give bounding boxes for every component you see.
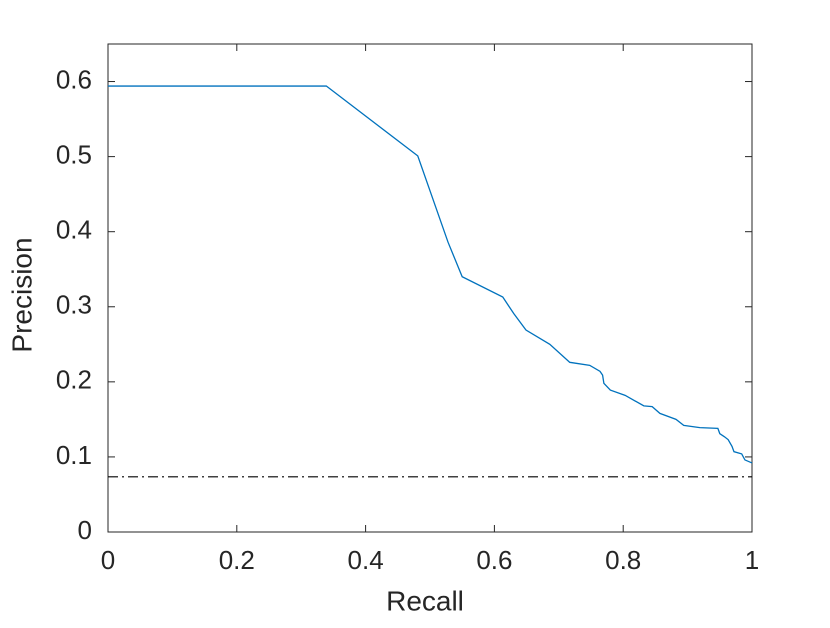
y-tick-label: 0.3 [56,290,92,320]
plot-frame [107,43,753,533]
x-axis-label: Recall [386,585,464,616]
y-tick-label: 0 [78,515,92,545]
x-tick-label: 0.8 [605,545,641,575]
y-tick-label: 0.1 [56,440,92,470]
x-tick-label: 0 [101,545,115,575]
x-tick-label: 0.6 [476,545,512,575]
y-tick-label: 0.6 [56,64,92,94]
y-tick-label: 0.5 [56,139,92,169]
x-tick-label: 0.2 [219,545,255,575]
y-tick-label: 0.2 [56,365,92,395]
x-tick-label: 0.4 [348,545,384,575]
pr-curve [108,85,753,464]
y-axis-label: Precision [6,237,37,352]
y-tick-label: 0.4 [56,215,92,245]
x-tick-label: 1 [745,545,759,575]
